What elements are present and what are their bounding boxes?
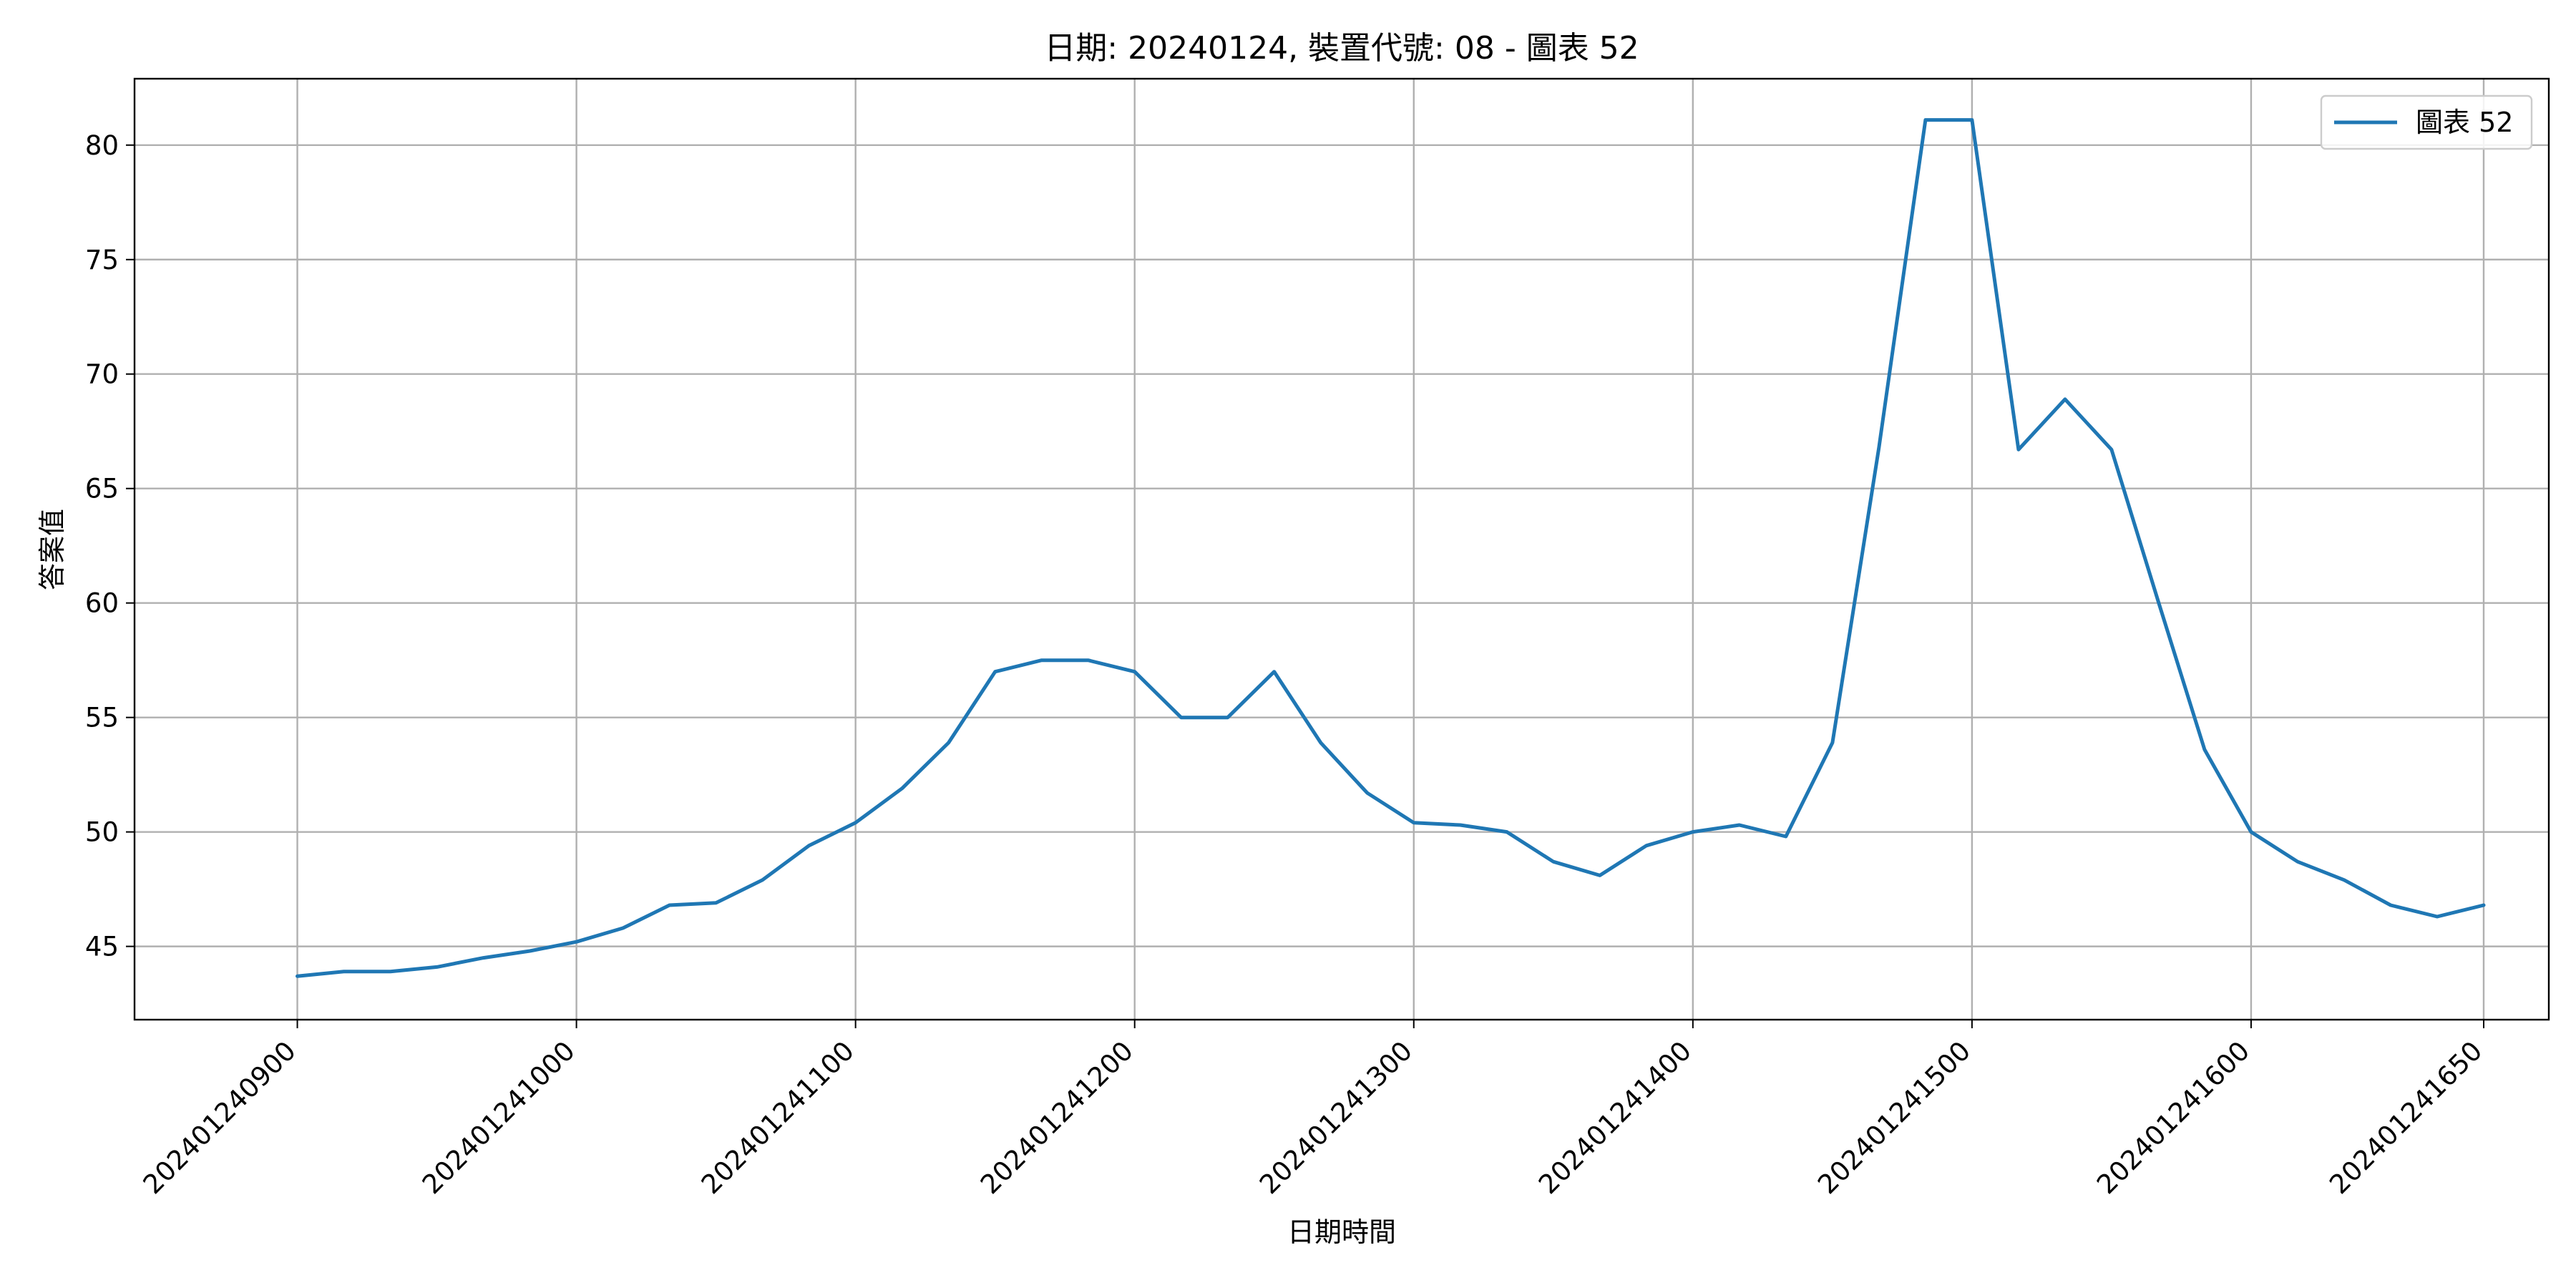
series-layer bbox=[296, 118, 2486, 978]
y-axis: 45 50 55 60 65 70 75 80 bbox=[85, 130, 135, 962]
y-tick-label: 65 bbox=[85, 474, 119, 504]
y-tick-label: 50 bbox=[85, 817, 119, 848]
grid-lines bbox=[135, 79, 2549, 1020]
y-tick-label: 55 bbox=[85, 703, 119, 733]
legend-box bbox=[2320, 94, 2533, 150]
y-axis-label: 答案值 bbox=[36, 509, 68, 590]
plot-frame bbox=[133, 77, 2550, 1021]
legend-label: 圖表 52 bbox=[2416, 107, 2513, 138]
y-tick-label: 75 bbox=[85, 245, 119, 275]
chart-title: 日期: 20240124, 裝置代號: 08 - 圖表 52 bbox=[1044, 30, 1639, 67]
y-tick-label: 70 bbox=[85, 359, 119, 390]
series-line bbox=[296, 118, 2486, 978]
y-tick-label: 45 bbox=[85, 932, 119, 962]
legend: 圖表 52 bbox=[2320, 94, 2533, 150]
x-axis-label: 日期時間 bbox=[1287, 1216, 1396, 1248]
y-tick-label: 60 bbox=[85, 588, 119, 619]
y-tick-label: 80 bbox=[85, 130, 119, 161]
